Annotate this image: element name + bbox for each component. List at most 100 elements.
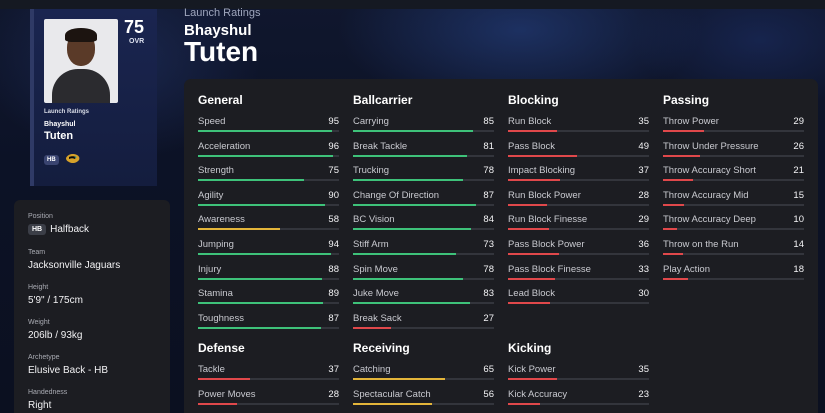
rating-name: Pass Block Finesse xyxy=(508,263,591,275)
rating-bar-track xyxy=(508,252,649,255)
group-title: Defense xyxy=(198,341,245,355)
rating-name: Kick Accuracy xyxy=(508,388,568,400)
rating-bar-fill xyxy=(353,154,468,157)
rating-bar-fill xyxy=(508,302,551,305)
header-last-name: Tuten xyxy=(184,36,259,67)
group-title: Kicking xyxy=(508,341,552,355)
info-handedness: Handedness Right xyxy=(28,389,67,411)
rating-name: Lead Block xyxy=(508,288,556,300)
rating-bar-track xyxy=(663,228,804,231)
rating-value: 26 xyxy=(793,140,804,152)
height-label: Height xyxy=(28,284,49,291)
rating-bar-fill xyxy=(663,154,700,157)
position-value: Halfback xyxy=(50,224,90,235)
rating-name: Impact Blocking xyxy=(508,165,576,177)
rating-bar-track xyxy=(353,302,494,305)
rating-value: 75 xyxy=(328,165,339,177)
rating-bar-track xyxy=(508,277,649,280)
rating-name: Run Block xyxy=(508,116,552,127)
position-label: Position xyxy=(28,213,53,220)
rating-bar-fill xyxy=(508,228,549,231)
rating-value: 58 xyxy=(328,214,339,226)
rating-value: 56 xyxy=(483,388,494,400)
rating-value: 96 xyxy=(328,140,339,152)
rating-row: Break Tackle 81 xyxy=(353,140,494,165)
rating-row: Acceleration 96 xyxy=(198,140,339,165)
rating-value: 27 xyxy=(483,312,494,324)
rating-value: 15 xyxy=(793,189,804,201)
rating-name: Throw Accuracy Deep xyxy=(663,214,756,226)
rating-bar-fill xyxy=(353,402,432,405)
overall-label: OVR xyxy=(129,38,145,45)
rating-bar-fill xyxy=(353,326,392,329)
rating-bar-fill xyxy=(508,154,578,157)
rating-value: 28 xyxy=(328,388,339,400)
rating-bar-track xyxy=(663,203,804,206)
rating-value: 94 xyxy=(328,238,339,250)
rating-bar-track xyxy=(508,154,649,157)
player-card: 75 OVR Launch Ratings Bhayshul Tuten HB xyxy=(30,9,157,186)
group-title: Ballcarrier xyxy=(353,93,413,107)
rating-bar-track xyxy=(198,203,339,206)
rating-name: Break Tackle xyxy=(353,140,408,152)
rating-value: 35 xyxy=(638,116,649,127)
rating-bar-fill xyxy=(508,378,558,380)
rating-bar-track xyxy=(198,154,339,157)
rating-bar-track xyxy=(198,378,339,380)
rating-bar-track xyxy=(353,228,494,231)
team-label: Team xyxy=(28,249,46,256)
rating-bar-fill xyxy=(663,252,683,255)
rating-row: Run Block 35 xyxy=(508,115,649,140)
rating-bar-track xyxy=(353,154,494,157)
rating-bar-fill xyxy=(508,130,558,132)
rating-row: Throw Power 29 xyxy=(663,115,804,140)
rating-name: Jumping xyxy=(198,238,234,250)
player-portrait xyxy=(44,19,118,103)
ratings-panel xyxy=(184,79,818,413)
height-value: 5'9" / 175cm xyxy=(28,295,83,306)
rating-bar-track xyxy=(663,130,804,132)
card-launch-label: Launch Ratings xyxy=(44,109,90,115)
rating-bar-fill xyxy=(198,326,321,329)
rating-bar-fill xyxy=(508,179,561,182)
rating-row: Catching 65 xyxy=(353,363,494,388)
rating-bar-fill xyxy=(353,130,473,132)
rating-name: Acceleration xyxy=(198,140,251,152)
rating-name: Power Moves xyxy=(198,388,256,400)
handedness-label: Handedness xyxy=(28,389,68,396)
rating-bar-track xyxy=(353,252,494,255)
rating-name: Throw Accuracy Short xyxy=(663,165,756,177)
header-first-name: Bhayshul xyxy=(184,22,252,39)
portrait-body xyxy=(52,69,110,103)
rating-name: Catching xyxy=(353,364,391,375)
rating-value: 81 xyxy=(483,140,494,152)
rating-bar-fill xyxy=(663,228,678,231)
rating-bar-fill xyxy=(198,302,324,305)
rating-group-defense: Defense Tackle 37 Power Moves 28 xyxy=(198,341,339,412)
rating-bar-fill xyxy=(663,203,685,206)
rating-name: Run Block Finesse xyxy=(508,214,588,226)
rating-name: Injury xyxy=(198,263,222,275)
rating-row: Throw on the Run 14 xyxy=(663,238,804,263)
rating-bar-fill xyxy=(198,130,332,132)
rating-bar-fill xyxy=(198,228,280,231)
rating-name: Throw Under Pressure xyxy=(663,140,759,152)
info-team: Team Jacksonville Jaguars xyxy=(28,249,120,271)
rating-value: 87 xyxy=(328,312,339,324)
jaguars-logo-icon xyxy=(66,154,80,164)
rating-row: Break Sack 27 xyxy=(353,312,494,337)
rating-value: 37 xyxy=(638,165,649,177)
rating-bar-track xyxy=(198,228,339,231)
rating-row: Power Moves 28 xyxy=(198,388,339,413)
rating-bar-track xyxy=(353,402,494,405)
group-title: Blocking xyxy=(508,93,559,107)
rating-bar-fill xyxy=(353,179,463,182)
top-bar xyxy=(0,0,825,9)
weight-value: 206lb / 93kg xyxy=(28,330,83,341)
rating-value: 65 xyxy=(483,364,494,375)
info-position: Position HB Halfback xyxy=(28,213,89,235)
group-title: Passing xyxy=(663,93,710,107)
rating-row: Run Block Finesse 29 xyxy=(508,213,649,238)
rating-row: Awareness 58 xyxy=(198,213,339,238)
handedness-value: Right xyxy=(28,400,52,411)
